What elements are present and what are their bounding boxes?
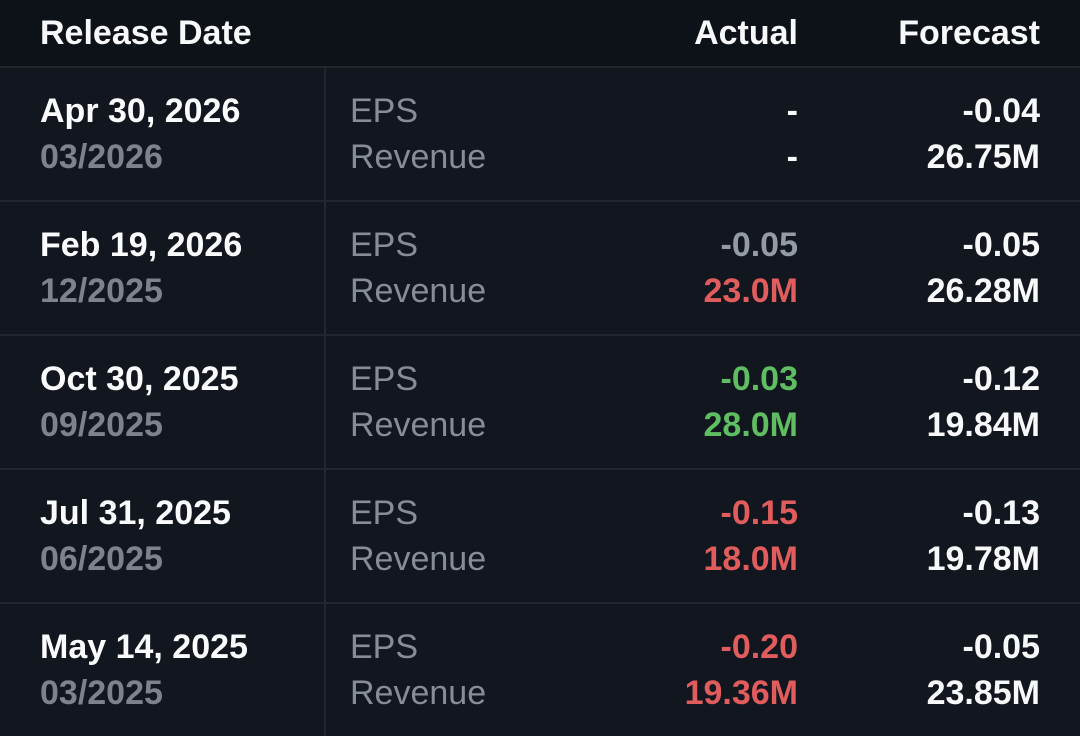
metrics-cell: EPS -0.03 -0.12 Revenue 28.0M 19.84M bbox=[326, 336, 1080, 468]
metric-label: EPS bbox=[350, 226, 419, 264]
actual-value: - bbox=[786, 138, 798, 176]
metric-label: EPS bbox=[350, 494, 419, 532]
table-row[interactable]: Jul 31, 2025 06/2025 EPS -0.15 -0.13 Rev… bbox=[0, 468, 1080, 602]
date-cell: May 14, 2025 03/2025 bbox=[0, 604, 324, 736]
metric-label: Revenue bbox=[350, 406, 487, 444]
table-header: Release Date Actual Forecast bbox=[0, 0, 1080, 66]
actual-value: -0.20 bbox=[720, 628, 799, 666]
fiscal-period: 09/2025 bbox=[40, 406, 163, 444]
forecast-value: -0.05 bbox=[962, 628, 1041, 666]
metric-label: EPS bbox=[350, 360, 419, 398]
metric-line: EPS - -0.04 bbox=[350, 88, 1040, 134]
metric-line: EPS -0.20 -0.05 bbox=[350, 624, 1040, 670]
date-cell: Apr 30, 2026 03/2026 bbox=[0, 68, 324, 200]
table-row[interactable]: Oct 30, 2025 09/2025 EPS -0.03 -0.12 Rev… bbox=[0, 334, 1080, 468]
forecast-value: 23.85M bbox=[926, 674, 1040, 712]
header-actual: Actual bbox=[694, 13, 798, 52]
column-divider bbox=[324, 604, 326, 736]
fiscal-period: 06/2025 bbox=[40, 540, 163, 578]
release-date: May 14, 2025 bbox=[40, 628, 248, 666]
forecast-value: 19.84M bbox=[926, 406, 1040, 444]
header-forecast: Forecast bbox=[898, 13, 1040, 52]
date-cell: Feb 19, 2026 12/2025 bbox=[0, 202, 324, 334]
actual-value: 23.0M bbox=[703, 272, 799, 310]
table-row[interactable]: Apr 30, 2026 03/2026 EPS - -0.04 Revenue… bbox=[0, 66, 1080, 200]
table-body: Apr 30, 2026 03/2026 EPS - -0.04 Revenue… bbox=[0, 66, 1080, 736]
metric-line: EPS -0.15 -0.13 bbox=[350, 490, 1040, 536]
fiscal-period: 03/2026 bbox=[40, 138, 163, 176]
release-date: Oct 30, 2025 bbox=[40, 360, 239, 398]
metric-line: EPS -0.03 -0.12 bbox=[350, 356, 1040, 402]
metric-line: Revenue 28.0M 19.84M bbox=[350, 402, 1040, 448]
date-cell: Oct 30, 2025 09/2025 bbox=[0, 336, 324, 468]
actual-value: 28.0M bbox=[703, 406, 799, 444]
column-divider bbox=[324, 470, 326, 602]
forecast-value: -0.05 bbox=[962, 226, 1041, 264]
column-divider bbox=[324, 336, 326, 468]
forecast-value: 19.78M bbox=[926, 540, 1040, 578]
metric-line: Revenue 18.0M 19.78M bbox=[350, 536, 1040, 582]
metric-line: Revenue 23.0M 26.28M bbox=[350, 268, 1040, 314]
metrics-cell: EPS -0.15 -0.13 Revenue 18.0M 19.78M bbox=[326, 470, 1080, 602]
metric-line: Revenue 19.36M 23.85M bbox=[350, 670, 1040, 716]
metric-label: EPS bbox=[350, 92, 419, 130]
date-cell: Jul 31, 2025 06/2025 bbox=[0, 470, 324, 602]
metric-label: EPS bbox=[350, 628, 419, 666]
header-release-date: Release Date bbox=[40, 13, 252, 52]
release-date: Jul 31, 2025 bbox=[40, 494, 231, 532]
metric-line: EPS -0.05 -0.05 bbox=[350, 222, 1040, 268]
forecast-value: 26.28M bbox=[926, 272, 1040, 310]
metric-label: Revenue bbox=[350, 674, 487, 712]
column-divider bbox=[324, 202, 326, 334]
metric-label: Revenue bbox=[350, 540, 487, 578]
table-row[interactable]: Feb 19, 2026 12/2025 EPS -0.05 -0.05 Rev… bbox=[0, 200, 1080, 334]
metric-line: Revenue - 26.75M bbox=[350, 134, 1040, 180]
fiscal-period: 12/2025 bbox=[40, 272, 163, 310]
metric-label: Revenue bbox=[350, 138, 487, 176]
release-date: Apr 30, 2026 bbox=[40, 92, 241, 130]
actual-value: 19.36M bbox=[684, 674, 798, 712]
actual-value: -0.03 bbox=[720, 360, 799, 398]
forecast-value: -0.04 bbox=[962, 92, 1041, 130]
metrics-cell: EPS -0.20 -0.05 Revenue 19.36M 23.85M bbox=[326, 604, 1080, 736]
actual-value: - bbox=[786, 92, 798, 130]
metrics-cell: EPS -0.05 -0.05 Revenue 23.0M 26.28M bbox=[326, 202, 1080, 334]
forecast-value: -0.12 bbox=[962, 360, 1041, 398]
forecast-value: -0.13 bbox=[962, 494, 1041, 532]
release-date: Feb 19, 2026 bbox=[40, 226, 243, 264]
actual-value: 18.0M bbox=[703, 540, 799, 578]
actual-value: -0.05 bbox=[720, 226, 799, 264]
metrics-cell: EPS - -0.04 Revenue - 26.75M bbox=[326, 68, 1080, 200]
metric-label: Revenue bbox=[350, 272, 487, 310]
table-row[interactable]: May 14, 2025 03/2025 EPS -0.20 -0.05 Rev… bbox=[0, 602, 1080, 736]
actual-value: -0.15 bbox=[720, 494, 799, 532]
column-divider bbox=[324, 68, 326, 200]
fiscal-period: 03/2025 bbox=[40, 674, 163, 712]
forecast-value: 26.75M bbox=[926, 138, 1040, 176]
